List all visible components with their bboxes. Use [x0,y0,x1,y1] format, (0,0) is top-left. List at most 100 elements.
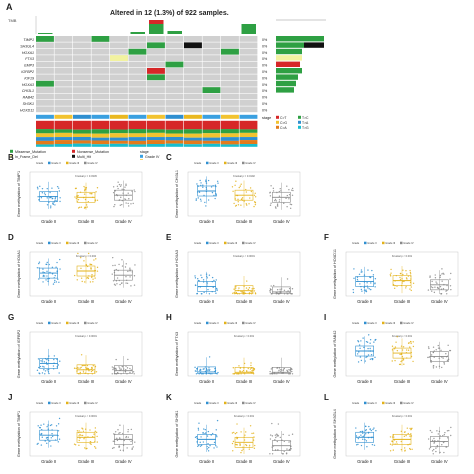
data-point [134,190,136,193]
data-point [76,367,79,369]
data-point [279,188,281,190]
data-point [269,370,271,373]
data-point [361,271,363,273]
data-point [119,185,122,187]
data-point [279,288,281,291]
onco-mutation [165,61,184,68]
data-point [131,447,133,449]
data-point [368,425,370,428]
data-point [270,372,273,374]
data-point [360,444,363,447]
data-point [248,444,251,447]
x-tick-label: Grade III [78,379,94,384]
data-point [441,280,443,282]
box-panel-j: J Grade Grade II Grade III Grade IV Kruskal p… [8,393,143,464]
data-point [201,276,203,279]
data-point [277,423,280,425]
legend-title: Grade [36,241,44,245]
legend-swatch [400,401,403,405]
onco-cell [239,93,258,100]
data-point [200,436,202,438]
data-point [92,364,95,367]
data-point [400,272,402,275]
onco-cell [128,68,147,74]
data-point [393,348,396,350]
onco-cell [221,74,239,81]
data-point [283,440,286,443]
onco-cell [110,36,128,42]
data-point [430,354,433,356]
data-point [272,190,275,192]
data-point [231,186,234,188]
data-point [42,365,44,368]
titv-segment [91,133,110,138]
data-point [270,202,272,204]
data-point [273,284,275,287]
data-point [215,444,217,447]
legend-swatch [364,241,367,245]
titv-segment [221,137,239,141]
data-point [442,441,445,444]
data-point [372,428,374,431]
legend-swatch [66,241,69,245]
data-point [274,198,277,201]
x-tick-label: Grade II [199,379,214,384]
data-point [41,372,44,374]
onco-cell [91,74,110,81]
onco-cell [184,106,202,113]
data-point [253,290,256,292]
data-point [40,197,43,199]
onco-cell [91,42,110,49]
data-point [207,288,209,291]
data-point [96,266,99,269]
data-point [235,285,237,288]
data-point [46,358,48,361]
onco-cell [239,36,258,42]
data-point [196,183,198,185]
mutation-legend-label: Nonsense_Mutation [77,150,109,154]
x-tick-label: Grade II [199,219,214,224]
titv-segment [184,120,202,130]
data-point [95,258,97,260]
x-tick-label: Grade III [236,459,252,464]
plot-frame [29,411,143,457]
onco-mutation [147,42,165,49]
titv-segment [91,140,110,145]
data-point [51,198,53,200]
onco-cell [73,93,91,100]
onco-cell [147,100,165,106]
data-point [51,187,53,189]
data-point [400,353,403,355]
data-point [46,187,48,190]
onco-cell [110,80,128,87]
data-point [282,433,284,436]
data-point [195,284,197,287]
data-point [207,430,210,433]
data-point [38,261,41,263]
data-point [271,435,274,437]
data-point [133,284,136,286]
data-point [248,203,250,205]
data-point [126,447,128,449]
data-point [233,431,235,434]
data-point [369,347,371,350]
data-point [252,373,255,375]
gene-label: FTX3 [25,57,34,61]
data-point [285,452,288,454]
data-point [120,196,122,199]
data-point [373,444,376,446]
onco-cell [54,93,73,100]
data-point [365,425,367,428]
data-point [119,431,121,434]
onco-cell [36,55,54,61]
legend-title: Grade [194,161,202,165]
data-point [195,198,197,200]
data-point [254,203,257,206]
data-point [238,365,240,367]
box [197,366,216,374]
data-point [355,427,357,429]
data-point [289,203,292,205]
plot-frame [345,331,459,377]
onco-cell [165,55,184,61]
titv-segment [221,129,239,134]
